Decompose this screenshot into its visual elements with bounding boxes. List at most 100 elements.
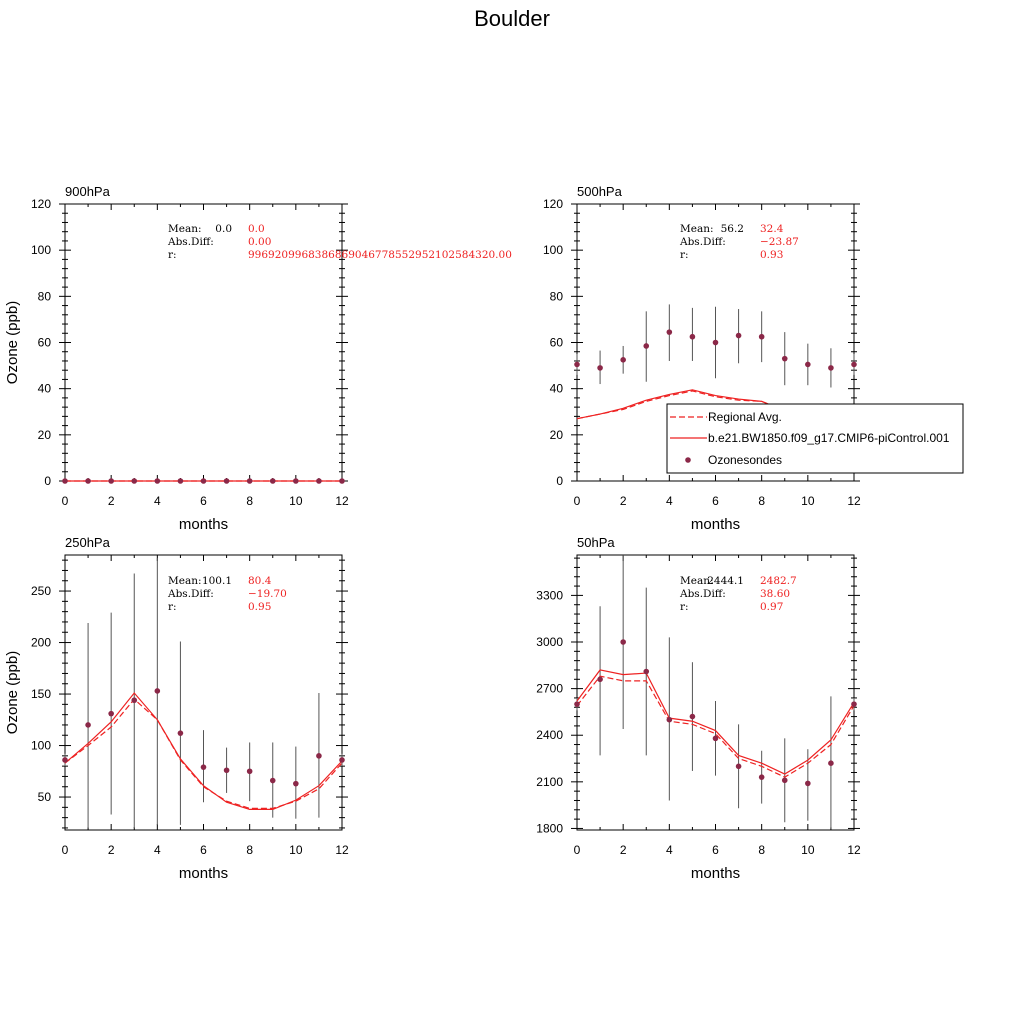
- obs-point: [597, 365, 603, 371]
- y-tick-label: 40: [38, 382, 52, 396]
- obs-point: [735, 332, 742, 339]
- y-tick-label: 200: [31, 636, 51, 650]
- obs-point: [269, 777, 276, 784]
- x-tick-label: 6: [712, 843, 719, 857]
- y-tick-label: 2400: [536, 728, 563, 742]
- obs-point: [805, 780, 811, 787]
- x-tick-label: 8: [246, 843, 253, 857]
- y-tick-label: 40: [550, 382, 564, 396]
- legend-label: Ozonesondes: [708, 453, 782, 467]
- obs-point: [339, 478, 345, 484]
- stats-mean-model: 32.4: [760, 223, 784, 235]
- legend-label: b.e21.BW1850.f09_g17.CMIP6-piControl.001: [708, 431, 950, 445]
- x-axis-label: months: [691, 865, 740, 882]
- x-tick-label: 4: [666, 843, 673, 857]
- x-tick-label: 0: [574, 494, 581, 508]
- x-tick-label: 4: [154, 494, 161, 508]
- x-tick-label: 0: [62, 494, 69, 508]
- x-tick-label: 10: [289, 843, 303, 857]
- stats-absdiff-label: Abs.Diff:: [167, 236, 214, 248]
- y-axis-label: Ozone (ppb): [4, 301, 21, 384]
- obs-point: [85, 722, 91, 728]
- obs-point: [200, 478, 207, 484]
- x-tick-label: 8: [758, 494, 765, 508]
- y-tick-label: 0: [556, 474, 563, 488]
- obs-point: [85, 478, 91, 484]
- legend-box: [666, 403, 964, 474]
- obs-point: [246, 478, 253, 484]
- stats-mean-obs: 2444.1: [707, 575, 744, 587]
- y-tick-label: 80: [550, 289, 564, 303]
- y-tick-label: 2700: [536, 682, 563, 696]
- obs-point: [62, 757, 68, 763]
- y-axis-label: Ozone (ppb): [4, 651, 21, 734]
- stats-absdiff: −23.87: [760, 236, 799, 248]
- stats-mean-label: Mean:: [168, 575, 202, 587]
- x-tick-label: 8: [758, 843, 765, 857]
- obs-point: [712, 735, 719, 742]
- panel-title: 250hPa: [65, 535, 111, 550]
- stats-mean-obs: 0.0: [215, 223, 232, 235]
- obs-point: [574, 361, 580, 368]
- stats-r: 99692099683868690467785529521025843​20.0…: [248, 249, 512, 261]
- stats-mean-model: 0.0: [248, 223, 265, 235]
- obs-point: [131, 697, 138, 704]
- obs-point: [200, 764, 207, 770]
- x-tick-label: 10: [801, 494, 815, 508]
- stats-absdiff: 0.00: [248, 236, 271, 248]
- stats-mean-model: 2482.7: [760, 575, 797, 587]
- obs-point: [316, 478, 322, 484]
- x-tick-label: 12: [335, 494, 349, 508]
- x-tick-label: 6: [200, 494, 207, 508]
- stats-absdiff-label: Abs.Diff:: [167, 588, 214, 600]
- stats-r: 0.97: [760, 601, 783, 613]
- y-tick-label: 80: [38, 289, 52, 303]
- obs-point: [177, 478, 184, 484]
- legend-label: Regional Avg.: [708, 410, 782, 424]
- obs-point: [781, 355, 788, 362]
- obs-point: [643, 668, 650, 675]
- obs-point: [643, 343, 650, 349]
- x-tick-label: 10: [289, 494, 303, 508]
- y-tick-label: 60: [550, 336, 564, 350]
- x-tick-label: 0: [574, 843, 581, 857]
- obs-point: [574, 701, 580, 707]
- obs-point: [666, 329, 673, 335]
- obs-point: [177, 730, 184, 736]
- x-tick-label: 2: [108, 494, 115, 508]
- chart-panel-1: 0 2 4 6 8 10 12020406080100120500hPamonthsMean…: [543, 184, 861, 533]
- obs-point: [108, 710, 114, 717]
- stats-r-label: r:: [680, 601, 689, 613]
- panel-title: 900hPa: [65, 184, 111, 199]
- y-tick-label: 1800: [536, 821, 563, 835]
- model-line: [64, 692, 343, 811]
- stats-r-label: r:: [168, 601, 177, 613]
- y-tick-label: 3300: [536, 588, 563, 602]
- x-axis-label: months: [179, 516, 228, 533]
- obs-point: [131, 478, 138, 484]
- stats-mean-label: Mean:: [680, 575, 714, 587]
- y-tick-label: 50: [38, 790, 52, 804]
- stats-absdiff-label: Abs.Diff:: [679, 236, 726, 248]
- legend-marker-icon: [685, 457, 691, 463]
- obs-point: [712, 339, 719, 346]
- x-tick-label: 4: [666, 494, 673, 508]
- stats-absdiff: 38.60: [760, 588, 790, 600]
- obs-point: [223, 767, 230, 774]
- obs-point: [339, 757, 345, 763]
- x-axis-label: months: [179, 865, 228, 882]
- y-tick-label: 120: [543, 197, 563, 211]
- obs-point: [293, 478, 299, 484]
- y-tick-label: 120: [31, 197, 51, 211]
- y-tick-label: 100: [31, 243, 51, 257]
- obs-point: [269, 478, 276, 484]
- obs-point: [828, 760, 834, 766]
- x-tick-label: 8: [246, 494, 253, 508]
- x-tick-label: 12: [335, 843, 349, 857]
- obs-point: [620, 639, 626, 645]
- y-tick-label: 3000: [536, 635, 563, 649]
- obs-point: [293, 780, 299, 787]
- stats-r: 0.93: [760, 249, 783, 261]
- x-tick-label: 6: [200, 843, 207, 857]
